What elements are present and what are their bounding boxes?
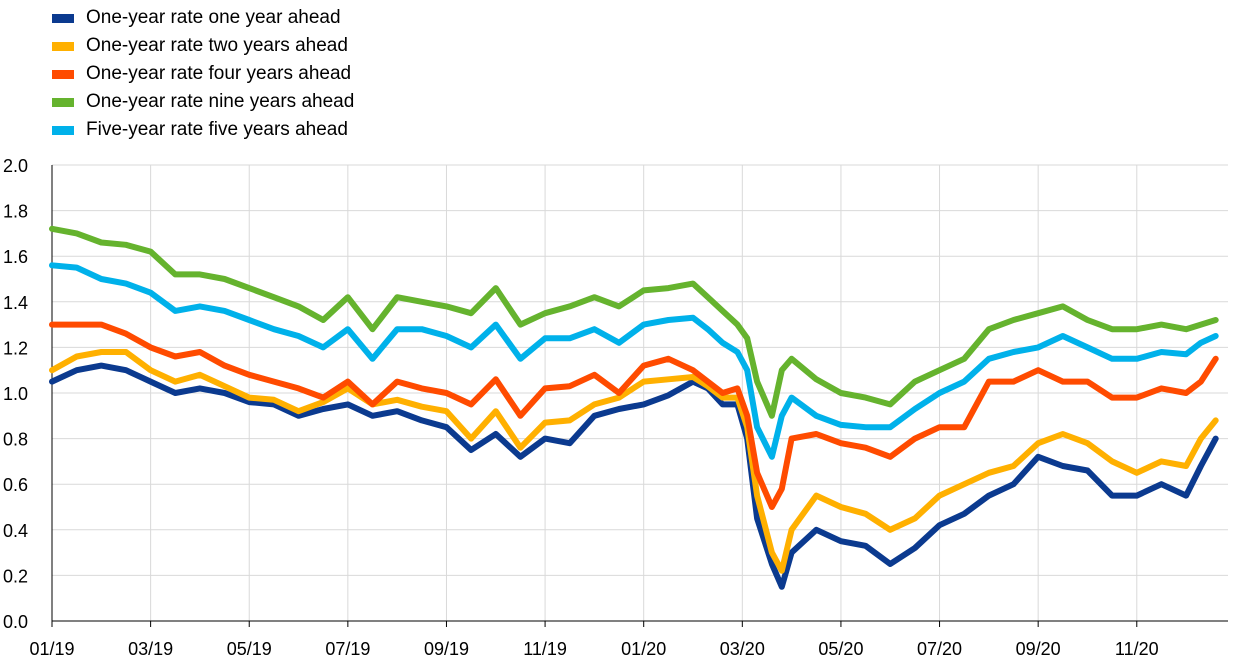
legend-item: One-year rate one year ahead [52, 4, 354, 32]
legend-label: One-year rate one year ahead [86, 7, 341, 28]
x-tick-label: 01/19 [29, 639, 74, 659]
x-tick-label: 03/19 [128, 639, 173, 659]
legend-item: Five-year rate five years ahead [52, 116, 354, 144]
series-line-4 [49, 225, 1219, 419]
y-tick-label: 1.4 [3, 293, 28, 313]
chart-legend: One-year rate one year ahead One-year rat… [52, 4, 354, 144]
y-tick-label: 0.2 [3, 566, 28, 586]
x-tick-label: 11/19 [523, 639, 567, 659]
y-tick-label: 0.0 [3, 612, 28, 632]
y-tick-label: 2.0 [3, 156, 28, 176]
legend-swatch [52, 41, 74, 51]
legend-label: One-year rate nine years ahead [86, 91, 355, 112]
x-tick-label: 03/20 [720, 639, 765, 659]
series-line-5 [49, 262, 1219, 460]
legend-swatch [52, 13, 74, 23]
legend-label: One-year rate two years ahead [86, 35, 348, 56]
x-tick-label: 05/19 [227, 639, 272, 659]
x-tick-label: 05/20 [818, 639, 863, 659]
y-tick-label: 1.6 [3, 247, 28, 267]
legend-swatch [52, 97, 74, 107]
legend-label: Five-year rate five years ahead [86, 119, 348, 140]
legend-swatch [52, 125, 74, 135]
x-tick-label: 07/20 [917, 639, 962, 659]
legend-item: One-year rate nine years ahead [52, 88, 354, 116]
x-tick-label: 09/20 [1016, 639, 1061, 659]
series-line-1 [49, 362, 1219, 590]
x-tick-label: 09/19 [424, 639, 469, 659]
legend-label: One-year rate four years ahead [86, 63, 352, 84]
series-line-2 [49, 349, 1219, 574]
y-tick-label: 1.2 [3, 338, 28, 358]
x-tick-label: 11/20 [1115, 639, 1159, 659]
y-tick-label: 1.8 [3, 202, 28, 222]
legend-swatch [52, 69, 74, 79]
x-tick-label: 07/19 [325, 639, 370, 659]
series-line-3 [49, 321, 1219, 510]
x-tick-label: 01/20 [621, 639, 666, 659]
legend-item: One-year rate two years ahead [52, 32, 354, 60]
legend-item: One-year rate four years ahead [52, 60, 354, 88]
y-tick-label: 0.4 [3, 521, 28, 541]
y-tick-label: 0.6 [3, 475, 28, 495]
y-tick-label: 0.8 [3, 430, 28, 450]
y-tick-label: 1.0 [3, 384, 28, 404]
